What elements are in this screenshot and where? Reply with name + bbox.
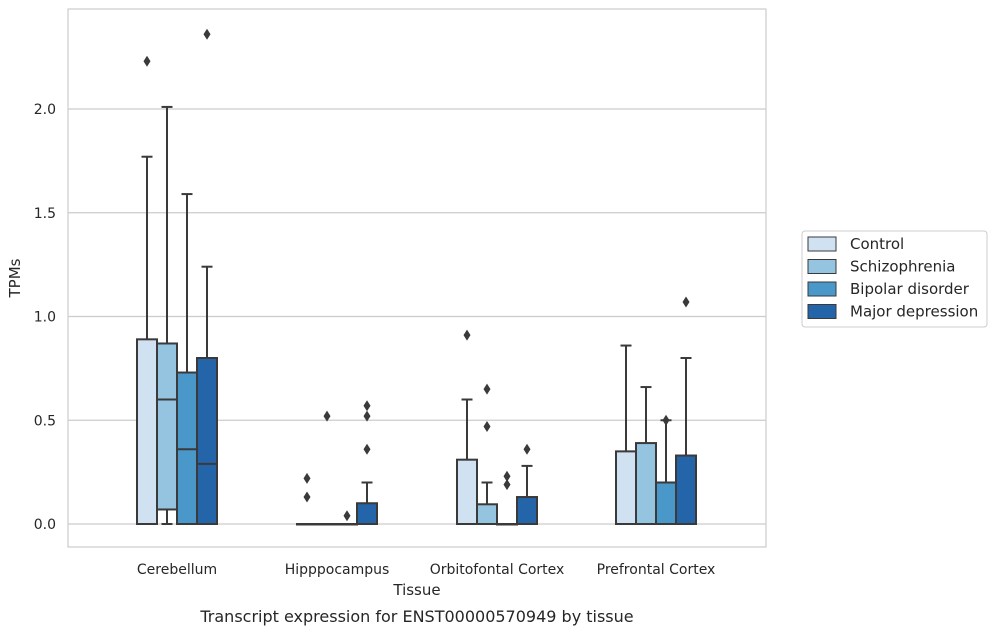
box-body xyxy=(156,342,178,511)
box-control xyxy=(136,55,158,526)
legend: Control Schizophrenia Bipolar disorder Majo… xyxy=(801,230,988,328)
outlier-point xyxy=(483,383,491,395)
box-schizophrenia xyxy=(476,383,498,526)
y-tick-labels: 0.0 0.5 1.0 1.5 2.0 xyxy=(34,102,56,533)
outlier-point xyxy=(503,470,511,482)
box-major-depression xyxy=(356,400,378,525)
outlier-point xyxy=(203,28,211,40)
outlier-point xyxy=(483,420,491,432)
box-body xyxy=(136,338,158,526)
x-tick-labels: Cerebellum Hipppocampus Orbitofontal Corte… xyxy=(137,562,715,578)
category-group xyxy=(136,28,218,526)
legend-swatch xyxy=(807,259,837,274)
outlier-point xyxy=(323,410,331,422)
box-major-depression xyxy=(675,296,697,525)
outlier-point xyxy=(363,410,371,422)
box-control xyxy=(456,329,478,525)
x-axis-label: Tissue xyxy=(392,581,440,599)
box-bipolar-disorder xyxy=(176,193,198,525)
plot-frame xyxy=(67,8,767,548)
box-body xyxy=(516,496,538,525)
box-schizophrenia xyxy=(635,386,657,526)
outlier-point xyxy=(662,414,670,426)
category-group xyxy=(456,329,538,526)
box-body xyxy=(176,371,198,525)
box-body xyxy=(456,458,478,525)
box-bipolar-disorder xyxy=(336,510,358,526)
outlier-point xyxy=(143,55,151,67)
box-major-depression xyxy=(516,443,538,525)
box-body xyxy=(675,454,697,525)
x-tick-label: Cerebellum xyxy=(137,562,217,578)
box-bipolar-disorder xyxy=(655,414,677,525)
box-bipolar-disorder xyxy=(496,470,518,526)
category-group xyxy=(296,400,378,526)
legend-frame xyxy=(801,230,988,328)
box-body xyxy=(635,442,657,526)
category-group xyxy=(615,296,697,526)
legend-swatch xyxy=(807,304,837,319)
box-body xyxy=(655,481,677,525)
outlier-point xyxy=(303,472,311,484)
outlier-point xyxy=(523,443,531,455)
y-tick-label: 0.0 xyxy=(34,517,56,533)
y-tick-label: 1.0 xyxy=(34,310,56,326)
x-tick-label: Prefrontal Cortex xyxy=(597,562,716,578)
legend-label: Bipolar disorder xyxy=(850,280,970,298)
y-tick-label: 0.5 xyxy=(34,413,56,429)
box-groups xyxy=(136,28,697,526)
box-schizophrenia xyxy=(316,410,338,526)
box-body xyxy=(476,503,498,526)
outlier-point xyxy=(303,491,311,503)
outlier-point xyxy=(363,400,371,412)
y-tick-label: 2.0 xyxy=(34,102,56,118)
chart-caption: Transcript expression for ENST0000057094… xyxy=(199,607,633,626)
outlier-point xyxy=(343,510,351,522)
legend-label: Major depression xyxy=(850,303,978,321)
box-body xyxy=(615,450,637,525)
box-major-depression xyxy=(196,28,218,525)
legend-label: Schizophrenia xyxy=(850,258,955,276)
y-tick-label: 1.5 xyxy=(34,206,56,222)
outlier-point xyxy=(503,479,511,491)
outlier-point xyxy=(682,296,690,308)
box-body xyxy=(196,357,218,525)
box-body xyxy=(356,502,378,525)
x-tick-label: Orbitofontal Cortex xyxy=(430,562,565,578)
legend-swatch xyxy=(807,236,837,252)
legend-label: Control xyxy=(850,235,904,253)
box-control xyxy=(296,472,318,526)
y-axis-label: TPMs xyxy=(6,258,24,298)
legend-swatch xyxy=(807,281,837,297)
x-tick-label: Hipppocampus xyxy=(285,562,390,578)
outlier-point xyxy=(463,329,471,341)
outlier-point xyxy=(363,443,371,455)
